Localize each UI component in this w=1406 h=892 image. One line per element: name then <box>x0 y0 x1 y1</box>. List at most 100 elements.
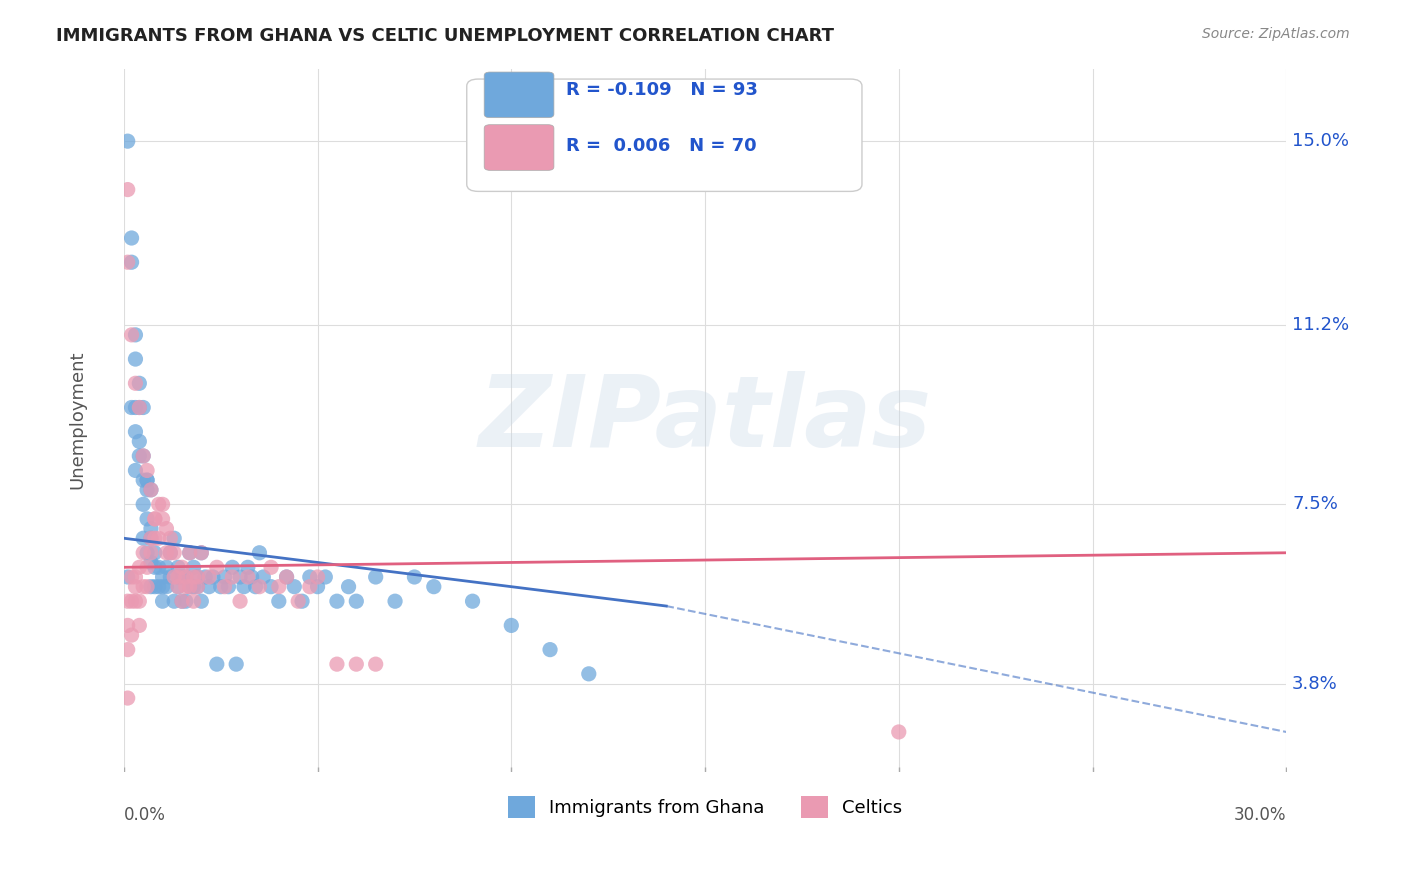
Point <box>214 570 236 584</box>
Point <box>214 580 236 594</box>
Point <box>174 570 197 584</box>
Point <box>229 594 252 608</box>
Point <box>136 546 159 560</box>
Point <box>136 580 159 594</box>
Point <box>139 483 162 497</box>
Point <box>121 231 143 245</box>
Point <box>174 570 197 584</box>
Point <box>148 531 170 545</box>
Point <box>124 401 146 415</box>
Point <box>249 580 271 594</box>
Point <box>283 580 305 594</box>
Point <box>159 570 181 584</box>
Point <box>139 522 162 536</box>
Text: Source: ZipAtlas.com: Source: ZipAtlas.com <box>1202 27 1350 41</box>
Point <box>221 560 243 574</box>
Point <box>538 642 561 657</box>
Point <box>139 546 162 560</box>
Point <box>307 570 329 584</box>
Point <box>229 570 252 584</box>
Point <box>117 691 139 706</box>
Point <box>291 594 314 608</box>
Point <box>236 560 259 574</box>
Point <box>337 580 360 594</box>
Point <box>132 546 155 560</box>
Point <box>159 546 181 560</box>
Point <box>501 618 523 632</box>
Point <box>117 255 139 269</box>
Point <box>298 580 321 594</box>
Point <box>128 449 150 463</box>
Text: 7.5%: 7.5% <box>1292 495 1339 514</box>
Point <box>128 401 150 415</box>
Legend: Immigrants from Ghana, Celtics: Immigrants from Ghana, Celtics <box>501 789 910 825</box>
Text: 11.2%: 11.2% <box>1292 316 1350 334</box>
Point <box>174 594 197 608</box>
Point <box>194 570 217 584</box>
Point <box>117 570 139 584</box>
Point <box>152 512 174 526</box>
Point <box>136 483 159 497</box>
Point <box>124 570 146 584</box>
Text: R =  0.006   N = 70: R = 0.006 N = 70 <box>565 136 756 154</box>
Point <box>298 570 321 584</box>
Point <box>260 560 283 574</box>
Point <box>124 594 146 608</box>
Point <box>183 580 205 594</box>
Point <box>136 560 159 574</box>
Point <box>117 642 139 657</box>
Point <box>148 560 170 574</box>
Point <box>132 449 155 463</box>
Point <box>143 512 166 526</box>
Point <box>245 580 267 594</box>
Point <box>143 560 166 574</box>
Point <box>124 376 146 391</box>
Point <box>887 725 910 739</box>
Point <box>267 580 290 594</box>
Point <box>170 594 193 608</box>
Point <box>143 546 166 560</box>
Point <box>267 594 290 608</box>
Point <box>117 134 139 148</box>
Point <box>344 594 367 608</box>
Point <box>155 560 177 574</box>
Point <box>167 570 190 584</box>
Point <box>155 522 177 536</box>
FancyBboxPatch shape <box>484 72 554 118</box>
Point <box>128 401 150 415</box>
Point <box>121 594 143 608</box>
Point <box>233 580 256 594</box>
Point <box>155 580 177 594</box>
Point <box>117 183 139 197</box>
Point <box>404 570 426 584</box>
Point <box>152 580 174 594</box>
Point <box>132 449 155 463</box>
Point <box>132 473 155 487</box>
Point <box>183 570 205 584</box>
Point <box>117 618 139 632</box>
Point <box>121 401 143 415</box>
Point <box>124 580 146 594</box>
Point <box>186 580 208 594</box>
Point <box>117 594 139 608</box>
Point <box>179 580 201 594</box>
Point <box>260 580 283 594</box>
Point <box>167 580 190 594</box>
Point <box>121 628 143 642</box>
Point <box>179 546 201 560</box>
Text: ZIPatlas: ZIPatlas <box>478 371 932 468</box>
Point <box>201 570 224 584</box>
Point <box>167 560 190 574</box>
Point <box>364 570 387 584</box>
Point <box>152 497 174 511</box>
Point <box>190 546 212 560</box>
Point <box>128 560 150 574</box>
Point <box>152 570 174 584</box>
Point <box>124 463 146 477</box>
Point <box>128 618 150 632</box>
Point <box>128 434 150 449</box>
Point <box>183 560 205 574</box>
Point <box>163 570 186 584</box>
Point <box>136 473 159 487</box>
Point <box>128 594 150 608</box>
